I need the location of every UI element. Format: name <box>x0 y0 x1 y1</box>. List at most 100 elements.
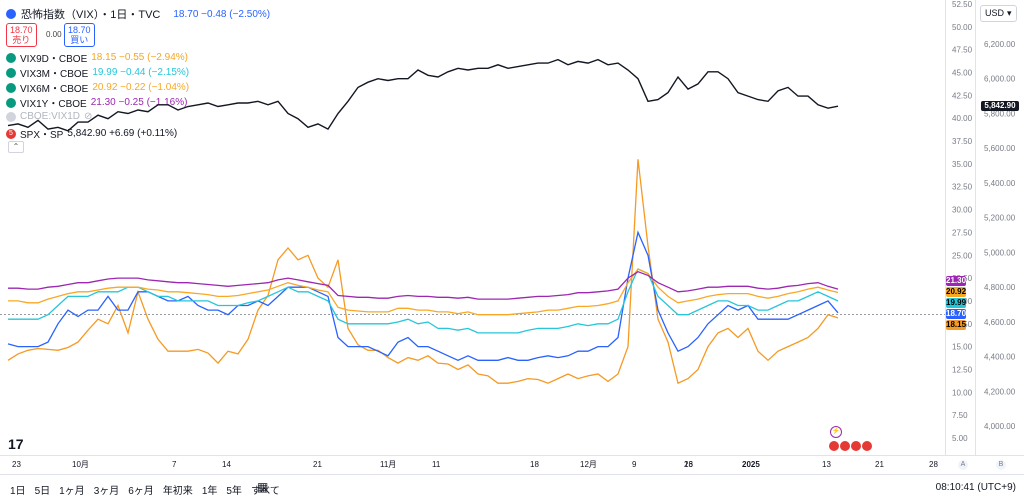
legend-value: 20.92 −0.22 (−1.04%) <box>92 82 190 93</box>
symbol-title[interactable]: 恐怖指数（VIX）・1日・TVC <box>21 9 161 21</box>
legend-spx[interactable]: 5 SPX・SP 5,842.90 +6.69 (+0.11%) <box>6 126 177 141</box>
x-axis-tick: 21 <box>875 460 884 469</box>
x-axis-tick: 21 <box>313 460 322 469</box>
lightning-icon[interactable]: ⚡ <box>830 426 842 438</box>
x-axis-tick: 13 <box>822 460 831 469</box>
period-button[interactable]: 5日 <box>34 486 51 497</box>
hidden-series-icon <box>6 111 16 122</box>
legend-vix3m[interactable]: VIX3M・CBOE 19.99 −0.44 (−2.15%) <box>6 65 189 80</box>
series-line-vix6m[interactable] <box>8 268 839 316</box>
right-axis-tick: 6,000.00 <box>984 75 1016 84</box>
legend-value: 19.99 −0.44 (−2.15%) <box>92 67 190 78</box>
legend-value: 5,842.90 +6.69 (+0.11%) <box>67 128 178 139</box>
x-axis-tick: 28 <box>929 460 938 469</box>
sell-price: 18.70 <box>10 25 33 35</box>
legend-vix6m[interactable]: VIX6M・CBOE 20.92 −0.22 (−1.04%) <box>6 80 189 95</box>
price-tag: 20.92 <box>946 287 967 297</box>
eye-icon[interactable] <box>6 67 16 78</box>
bottom-toolbar: 1日 5日 1ヶ月 3ヶ月 6ヶ月 年初来 1年 5年 すべて ▦ 08:10:41 (UTC+… <box>0 474 1024 502</box>
period-button[interactable]: 1日 <box>10 486 26 497</box>
right-axis-tick: 5,800.00 <box>984 109 1016 118</box>
legend-vix1d-hidden[interactable]: CBOE:VIX1D ⊘ <box>6 111 92 122</box>
left-axis-tick: 30.00 <box>952 206 973 215</box>
x-axis-tick: 23 <box>12 460 21 469</box>
left-axis-tick: 40.00 <box>952 114 973 123</box>
x-axis-tick: 23 <box>684 460 693 469</box>
price-tag: 19.99 <box>946 298 967 308</box>
legend-vix1y[interactable]: VIX1Y・CBOE 21.30 −0.25 (−1.16%) <box>6 95 187 110</box>
right-axis-tick: 5,200.00 <box>984 214 1016 223</box>
left-axis-tick: 5.00 <box>952 434 968 443</box>
legend-label: CBOE:VIX1D <box>20 111 81 122</box>
left-axis-tick: 42.50 <box>952 91 973 100</box>
x-axis-tick: 18 <box>530 460 539 469</box>
event-flags[interactable] <box>829 441 872 451</box>
series-layer <box>7 58 839 385</box>
currency-label: USD <box>985 8 1005 18</box>
price-tag: 18.70 <box>946 309 967 319</box>
x-axis-tick: 7 <box>172 460 177 469</box>
right-axis-tick: 5,000.00 <box>984 248 1016 257</box>
buy-label: 買い <box>70 35 89 45</box>
right-axis-tick: 4,800.00 <box>984 283 1016 292</box>
us-flag-icon[interactable] <box>862 441 872 451</box>
right-axis-tick: 4,400.00 <box>984 353 1016 362</box>
eye-off-icon[interactable]: ⊘ <box>84 111 93 122</box>
eye-icon[interactable] <box>6 97 16 108</box>
us-flag-icon[interactable] <box>851 441 861 451</box>
period-button[interactable]: 3ヶ月 <box>93 486 120 497</box>
period-button[interactable]: 5年 <box>226 486 242 497</box>
period-button[interactable]: すべて <box>250 486 280 497</box>
left-axis-tick: 50.00 <box>952 23 973 32</box>
x-axis-tick: 16 <box>684 460 693 469</box>
period-button[interactable]: 1ヶ月 <box>59 486 85 497</box>
period-buttons: 1日 5日 1ヶ月 3ヶ月 6ヶ月 年初来 1年 5年 すべて <box>10 482 280 497</box>
left-axis-tick: 15.00 <box>952 343 973 352</box>
series-line-vix9d[interactable] <box>7 159 839 385</box>
right-axis-tick: 6,200.00 <box>984 40 1016 49</box>
axis-layer: 52.50 50.00 47.50 45.00 42.50 40.00 37.50 35.00… <box>12 0 1016 469</box>
series-line-vix3m[interactable] <box>8 268 839 334</box>
left-axis-tick: 25.00 <box>952 251 973 260</box>
legend-value: 21.30 −0.25 (−1.16%) <box>90 97 188 108</box>
tradingview-logo-icon[interactable]: 17 <box>8 436 24 452</box>
currency-selector[interactable]: USD ▾ <box>980 5 1017 22</box>
series-line-vix1y[interactable] <box>8 270 839 300</box>
x-axis-tick: 12月 <box>580 460 597 469</box>
period-button[interactable]: 6ヶ月 <box>128 486 154 497</box>
legend-value: 18.15 −0.55 (−2.94%) <box>91 52 188 63</box>
series-line-spx[interactable] <box>7 58 839 132</box>
sell-button[interactable]: 18.70 売り <box>6 23 37 47</box>
buy-price: 18.70 <box>68 25 91 35</box>
legend-label: VIX9D・CBOE <box>20 54 88 65</box>
series-line-vix[interactable] <box>7 230 839 362</box>
period-button[interactable]: 1年 <box>201 486 218 497</box>
buy-button[interactable]: 18.70 買い <box>64 23 95 47</box>
legend-vix9d[interactable]: VIX9D・CBOE 18.15 −0.55 (−2.94%) <box>6 50 188 65</box>
left-axis-tick: 45.00 <box>952 69 973 78</box>
collapse-legend-icon[interactable]: ⌃ <box>8 141 24 153</box>
left-axis-tick: 27.50 <box>952 228 973 237</box>
clock-time[interactable]: 08:10:41 (UTC+9) <box>935 482 1016 493</box>
right-axis-tick: 4,600.00 <box>984 318 1016 327</box>
right-axis-tick: 4,200.00 <box>984 387 1016 396</box>
scale-badge[interactable]: B <box>996 460 1006 470</box>
eye-icon[interactable] <box>6 52 16 63</box>
spread-value: 0.00 <box>46 30 62 39</box>
spx-logo-icon: 5 <box>6 128 16 139</box>
period-button[interactable]: 年初来 <box>162 486 193 497</box>
eye-icon[interactable] <box>6 82 16 93</box>
us-flag-icon[interactable] <box>840 441 850 451</box>
auto-scale-badge[interactable]: A <box>958 460 968 470</box>
us-flag-icon <box>6 9 16 19</box>
symbol-header: 恐怖指数（VIX）・1日・TVC 18.70 −0.48 (−2.50%) <box>6 6 270 22</box>
us-flag-icon[interactable] <box>829 441 839 451</box>
x-axis-tick: 10月 <box>72 460 89 469</box>
symbol-quote: 18.70 −0.48 (−2.50%) <box>173 8 271 20</box>
left-axis-tick: 32.50 <box>952 183 973 192</box>
calendar-range-icon[interactable]: ▦ <box>257 480 269 494</box>
x-axis-tick: 11 <box>432 460 441 469</box>
sell-label: 売り <box>12 35 31 45</box>
